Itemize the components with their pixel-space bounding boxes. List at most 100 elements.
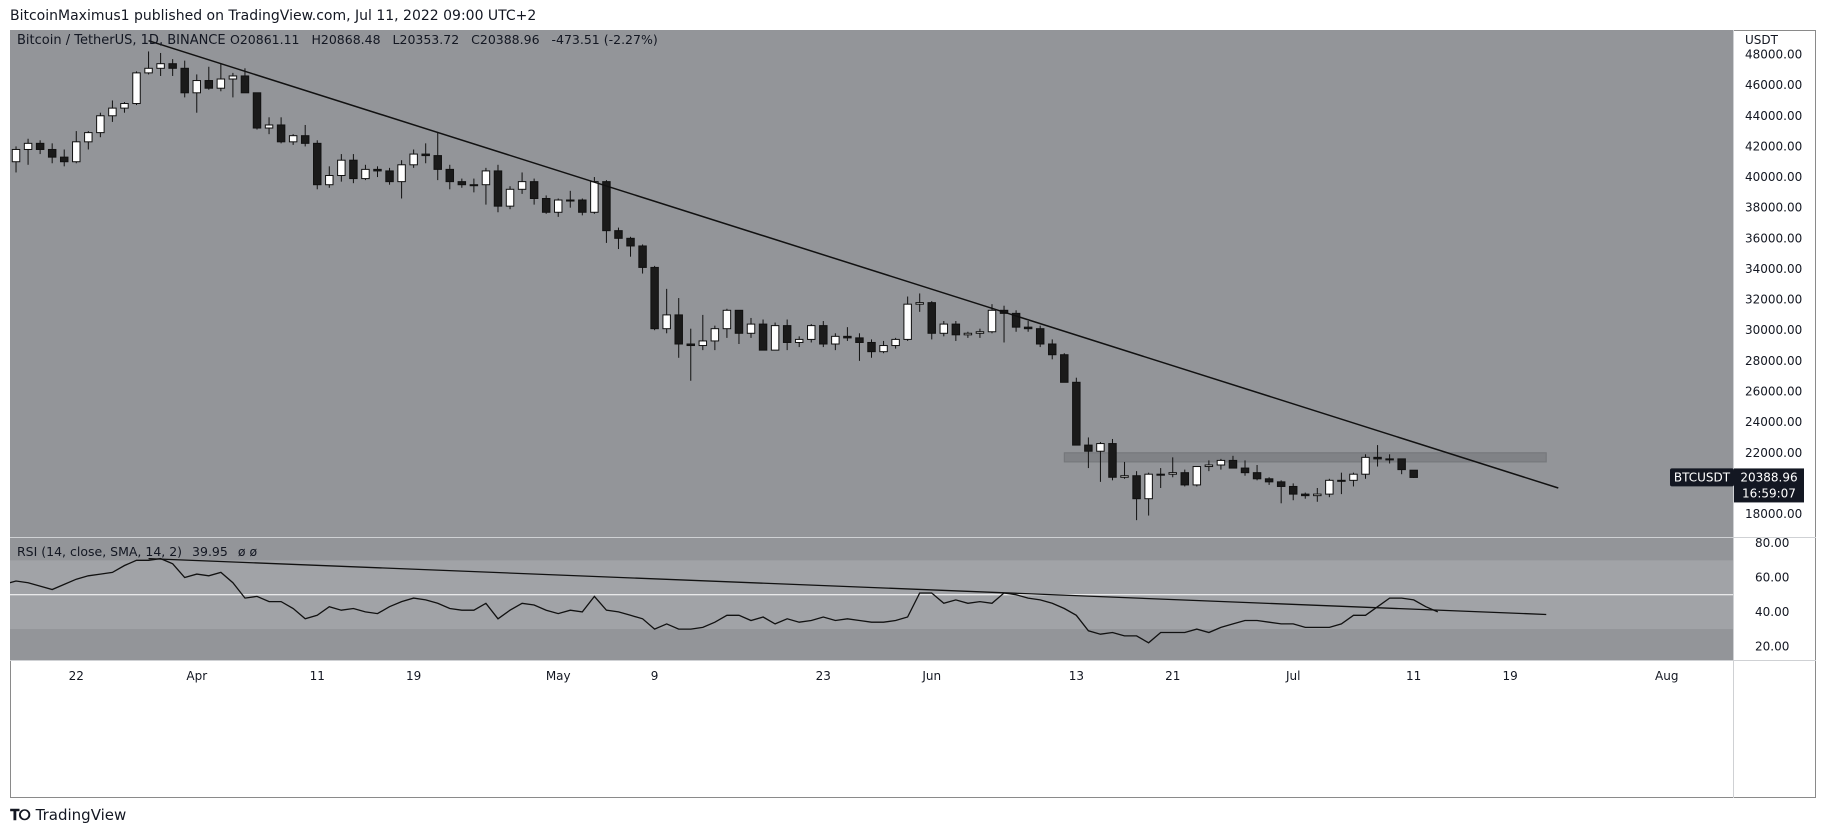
candle-body	[192, 80, 201, 94]
candle	[47, 143, 57, 164]
candle	[337, 154, 346, 182]
candle-body	[1120, 475, 1129, 478]
rsi-tick-label: 80.00	[1755, 536, 1789, 550]
price-tick-label: 24000.00	[1745, 415, 1802, 429]
candle	[1337, 472, 1346, 495]
candle	[325, 166, 334, 188]
price-pane[interactable]: Bitcoin / TetherUS, 1D, BINANCE O20861.1…	[10, 30, 1733, 537]
candle-body	[325, 175, 334, 186]
rsi-axis[interactable]: 80.00 60.00 40.00 20.00	[1755, 536, 1789, 653]
candle	[758, 319, 768, 351]
candle-body	[746, 323, 756, 334]
candle	[240, 68, 250, 94]
ohlc-low-label: L	[393, 32, 400, 47]
candle-body	[1385, 458, 1394, 461]
price-tick-label: 30000.00	[1745, 323, 1802, 337]
candle	[1397, 458, 1406, 475]
candle	[493, 164, 503, 213]
ohlc-low: 20353.72	[400, 32, 460, 47]
candle-body	[35, 142, 45, 150]
price-tick-label: 40000.00	[1745, 170, 1802, 184]
candle	[1180, 469, 1190, 487]
candle-body	[638, 245, 647, 268]
candle-body	[987, 309, 997, 333]
candle-body	[734, 309, 744, 334]
candle-body	[469, 184, 479, 187]
candle-body	[1228, 459, 1238, 469]
candle	[1204, 460, 1214, 472]
candle	[1192, 466, 1202, 487]
candle-body	[1349, 473, 1358, 481]
candle	[638, 244, 647, 274]
rsi-tick-label: 60.00	[1755, 571, 1789, 585]
candle-body	[264, 124, 274, 129]
candle-body	[927, 302, 936, 334]
candle-body	[47, 148, 57, 158]
rsi-title: RSI (14, close, SMA, 14, 2) 39.95 ø ø	[17, 544, 257, 559]
price-tick-label: 26000.00	[1745, 384, 1802, 398]
candle	[879, 340, 888, 354]
candle	[409, 149, 418, 168]
candle	[1072, 377, 1081, 446]
price-axis[interactable]: USDT 48000.00 46000.00 44000.00 42000.00 400…	[1745, 33, 1802, 521]
candle	[11, 146, 21, 173]
rsi-pane[interactable]: RSI (14, close, SMA, 14, 2) 39.95 ø ø	[10, 538, 1733, 660]
candle	[541, 195, 551, 214]
candle	[96, 112, 105, 138]
candle-body	[433, 155, 442, 170]
candle	[1385, 454, 1394, 464]
candle-body	[1192, 466, 1202, 486]
candle	[59, 149, 69, 167]
candle-body	[288, 135, 298, 143]
candle	[421, 143, 430, 164]
chart-area[interactable]: Bitcoin / TetherUS, 1D, BINANCE O20861.1…	[10, 30, 1816, 798]
candle-body	[481, 170, 491, 186]
candle-body	[300, 135, 310, 144]
candle-body	[59, 156, 69, 163]
candle	[831, 333, 840, 351]
candle-body	[1108, 443, 1117, 478]
candle	[602, 180, 611, 243]
rsi-value: 39.95	[192, 544, 228, 559]
candle-body	[361, 168, 370, 180]
candle	[397, 160, 406, 199]
candle	[698, 314, 708, 351]
candle-body	[1156, 473, 1165, 476]
candle-body	[674, 314, 683, 345]
candle-body	[843, 335, 852, 339]
candle-body	[1240, 467, 1250, 474]
candle-body	[1035, 328, 1045, 345]
price-axis-unit: USDT	[1745, 33, 1779, 47]
candle-body	[1252, 472, 1262, 480]
candle	[517, 172, 527, 194]
candle	[951, 321, 961, 341]
candle	[216, 63, 226, 92]
candle-body	[662, 314, 671, 330]
candle	[228, 72, 238, 98]
footer-brand: TradingView	[35, 806, 127, 824]
candle-body	[11, 148, 21, 163]
tradingview-logo-icon: 𝐓⭘	[10, 806, 31, 824]
rsi-title-text: RSI (14, close, SMA, 14, 2)	[17, 544, 182, 559]
symbol-badge-text: BTCUSDT	[1674, 470, 1731, 484]
candle-body	[975, 331, 985, 334]
candle-body	[96, 115, 105, 134]
ohlc-close: 20388.96	[480, 32, 540, 47]
candle	[1288, 483, 1298, 501]
candle-body	[1373, 456, 1382, 460]
candle	[710, 325, 720, 351]
candle-body	[457, 181, 467, 186]
time-tick-label: Apr	[186, 669, 207, 683]
candle	[1035, 325, 1045, 348]
candle	[192, 74, 201, 113]
candle-body	[132, 72, 141, 105]
time-tick-label: Jul	[1285, 669, 1300, 683]
candle-body	[144, 67, 153, 74]
candle-body	[1060, 354, 1069, 383]
candle	[686, 328, 696, 381]
candle-body	[541, 197, 551, 213]
candle-body	[1144, 473, 1153, 500]
candle-body	[1047, 343, 1057, 356]
time-axis[interactable]: 22 Apr 11 19 May 9 23 Jun 13 21 Jul 11 19 Aug	[69, 669, 1679, 683]
candle-body	[1409, 469, 1418, 478]
